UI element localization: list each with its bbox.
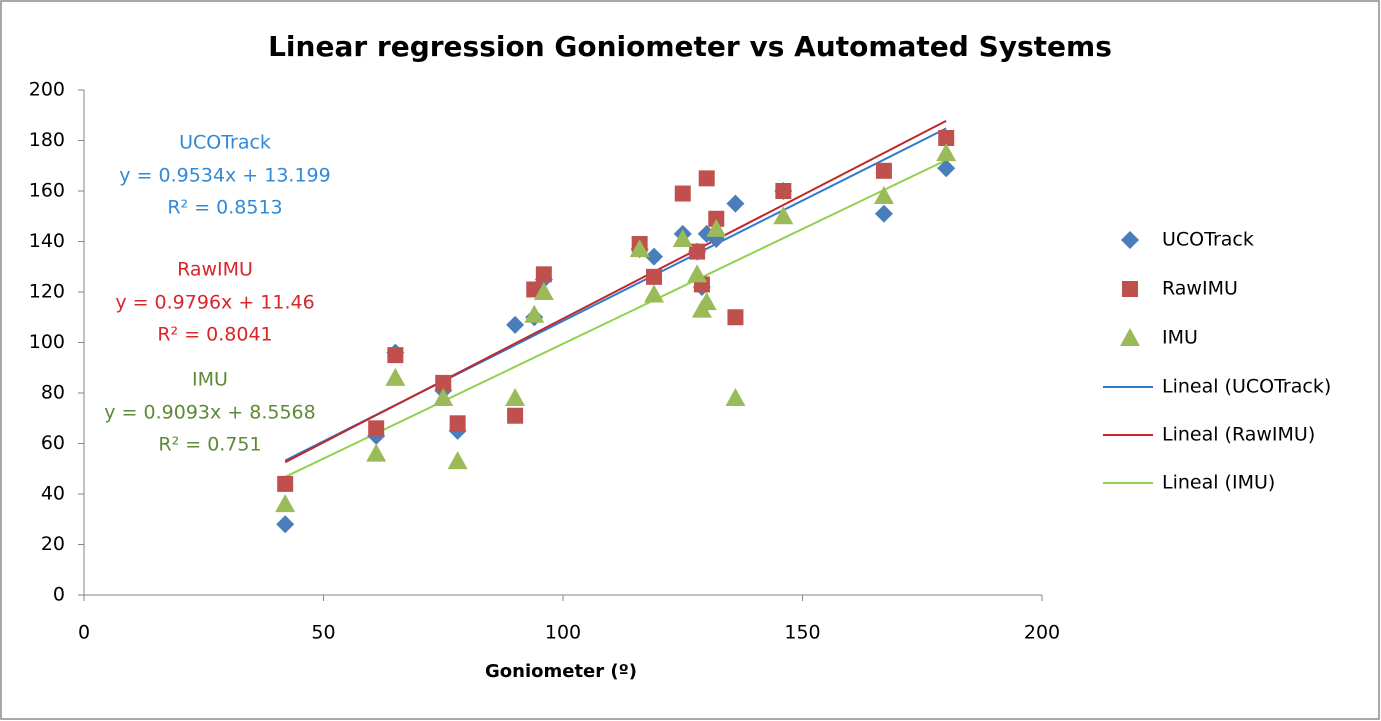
y-tick-label: 200 — [29, 79, 65, 101]
x-tick-label: 200 — [1024, 622, 1060, 644]
y-tick-label: 20 — [41, 533, 65, 555]
point — [505, 388, 526, 407]
legend-label: Lineal (RawIMU) — [1162, 424, 1315, 446]
point — [368, 420, 385, 437]
point — [276, 515, 295, 534]
point — [696, 292, 717, 311]
trendline — [284, 159, 947, 478]
point — [672, 228, 693, 247]
point — [275, 494, 296, 513]
point — [773, 206, 794, 225]
point — [629, 239, 650, 258]
point — [875, 162, 892, 179]
x-tick-label: 150 — [784, 622, 820, 644]
point — [938, 129, 955, 146]
point — [449, 415, 466, 432]
point — [725, 388, 746, 407]
annotation-equation: y = 0.9534x + 13.199 — [119, 165, 330, 187]
annotation-r2: R² = 0.8513 — [167, 197, 282, 219]
legend-label: Lineal (UCOTrack) — [1162, 376, 1331, 398]
point — [533, 282, 554, 300]
chart-title: Linear regression Goniometer vs Automate… — [268, 30, 1112, 63]
point — [874, 204, 893, 223]
y-tick-label: 120 — [29, 281, 65, 303]
legend-label: Lineal (IMU) — [1162, 472, 1275, 494]
point — [936, 143, 957, 162]
point — [873, 186, 894, 205]
point — [506, 315, 525, 334]
y-tick-label: 60 — [41, 432, 65, 454]
point — [727, 309, 744, 326]
point — [674, 185, 691, 202]
point — [1120, 328, 1140, 346]
point — [387, 347, 404, 364]
y-tick-label: 40 — [41, 483, 65, 505]
annotation-name: IMU — [192, 369, 228, 391]
y-tick-label: 140 — [29, 230, 65, 252]
point — [937, 159, 956, 178]
legend-label: RawIMU — [1162, 278, 1238, 300]
point — [645, 247, 664, 266]
x-tick-label: 100 — [545, 622, 581, 644]
point — [706, 218, 727, 237]
point — [689, 243, 706, 260]
legend-label: IMU — [1162, 327, 1198, 349]
point — [385, 367, 406, 386]
y-tick-label: 100 — [29, 331, 65, 353]
point — [698, 170, 715, 187]
y-tick-label: 160 — [29, 180, 65, 202]
point — [775, 183, 792, 199]
annotation-name: UCOTrack — [179, 132, 271, 154]
annotation-r2: R² = 0.751 — [158, 434, 261, 456]
point — [646, 268, 663, 285]
point — [366, 443, 387, 462]
point — [708, 210, 725, 227]
x-axis-label: Goniometer (º) — [485, 661, 637, 682]
x-tick-label: 0 — [78, 622, 90, 644]
point — [687, 264, 708, 283]
point — [507, 407, 524, 424]
y-tick-label: 80 — [41, 382, 65, 404]
point — [447, 451, 468, 470]
y-tick-label: 180 — [29, 129, 65, 151]
point — [277, 475, 294, 492]
point — [433, 388, 454, 407]
annotation-name: RawIMU — [177, 259, 253, 281]
point — [1121, 231, 1139, 249]
point — [1122, 281, 1138, 297]
legend-label: UCOTrack — [1162, 229, 1254, 251]
trendline — [284, 119, 947, 464]
point — [524, 304, 545, 323]
annotation-r2: R² = 0.8041 — [157, 324, 272, 346]
x-tick-label: 50 — [311, 622, 335, 644]
annotation-equation: y = 0.9796x + 11.46 — [115, 292, 314, 314]
y-tick-label: 0 — [53, 584, 65, 606]
point — [435, 374, 452, 391]
point — [726, 194, 745, 213]
point — [644, 284, 665, 303]
annotation-equation: y = 0.9093x + 8.5568 — [104, 402, 315, 424]
point — [535, 266, 552, 283]
